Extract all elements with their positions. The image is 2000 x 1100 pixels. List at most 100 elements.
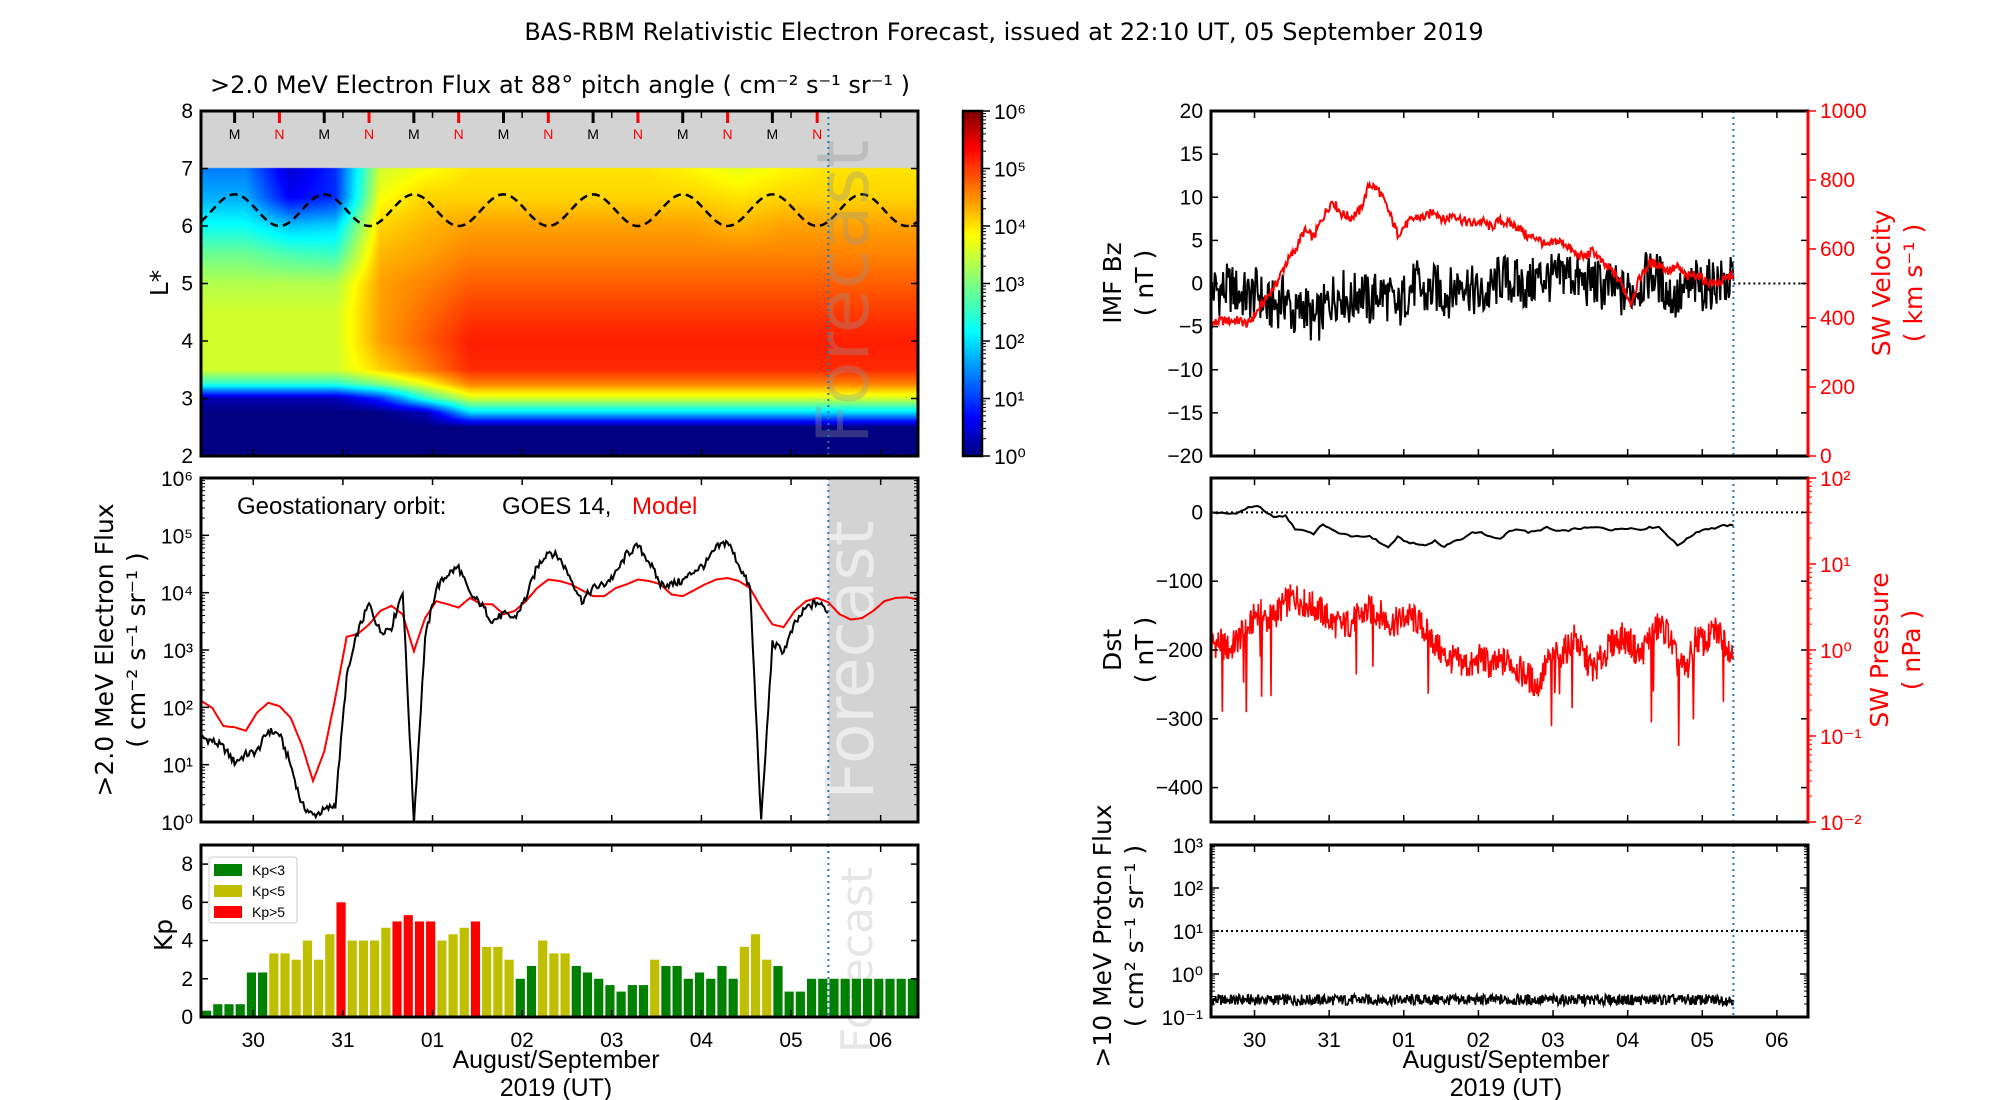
kp-bar	[896, 978, 906, 1017]
kp-bar	[224, 1004, 234, 1017]
kp-bar	[426, 921, 436, 1017]
colorbar	[961, 109, 984, 458]
kp-bar	[269, 953, 279, 1017]
heatmap-ytick-label: 3	[181, 388, 193, 411]
heatmap-ytick-label: 7	[181, 158, 193, 181]
sw-velocity-ylabel: SW Velocity	[1867, 209, 1896, 356]
left-xlabel-line2: 2019 (UT)	[500, 1074, 613, 1100]
proton-flux-ylabel: >10 MeV Proton Flux	[1088, 804, 1117, 1067]
proton-ytick-label: 10⁻¹	[1162, 1007, 1203, 1030]
colorbar-y2tick-label: 10¹	[994, 389, 1024, 412]
kp-bar	[459, 927, 469, 1017]
proton-ytick-label: 10²	[1173, 878, 1203, 901]
heatmap-ytick-label: 5	[181, 273, 193, 296]
kp-bar	[661, 965, 671, 1017]
electron-flux-ylabel: >2.0 MeV Electron Flux	[90, 503, 119, 796]
kp-bar	[482, 946, 492, 1017]
bz-ytick-label: 5	[1191, 229, 1203, 252]
kp-bar	[762, 959, 772, 1017]
colorbar-y2tick-label: 10²	[994, 331, 1024, 354]
kp-bar	[302, 940, 313, 1017]
kp-bar	[706, 978, 716, 1017]
bz-ytick-label: 0	[1191, 273, 1203, 296]
mlt-marker-label-M: M	[229, 126, 241, 142]
kp-bar	[504, 959, 514, 1017]
mlt-marker-label-M: M	[767, 126, 779, 142]
proton-xtick-label-01: 01	[1392, 1029, 1415, 1052]
kp-legend-swatch	[214, 864, 242, 876]
colorbar-y2tick-label: 10⁴	[994, 216, 1026, 239]
sw-velocity-line	[1211, 180, 1735, 329]
kp-bar	[538, 940, 548, 1017]
proton-ytick-label: 10⁰	[1171, 964, 1203, 987]
kp-bar	[627, 985, 637, 1017]
kp-bar	[235, 1004, 245, 1017]
kp-bar	[258, 972, 268, 1017]
imf-bz-ylabel: IMF Bz	[1098, 242, 1127, 324]
kp-bar	[874, 978, 884, 1017]
geo-frame	[199, 476, 920, 824]
colorbar-y2tick-label: 10⁵	[994, 159, 1026, 182]
kp-legend-swatch	[214, 906, 242, 918]
kp-bar	[773, 965, 783, 1017]
kp-bar	[818, 978, 828, 1017]
kp-bar	[616, 991, 626, 1017]
kp-xtick-label-04: 04	[690, 1029, 714, 1052]
kp-legend-label: Kp<5	[252, 883, 285, 899]
proton-xtick-label-05: 05	[1691, 1029, 1714, 1052]
kp-xtick-label-01: 01	[421, 1029, 444, 1052]
kp-bar	[717, 965, 727, 1017]
kp-xtick-label-03: 03	[600, 1029, 623, 1052]
dst-yunit: ( nT )	[1130, 617, 1159, 684]
sw-velocity-yunit: ( km s⁻¹ )	[1899, 224, 1928, 342]
kp-bar	[650, 959, 660, 1017]
dst-ytick-label: 0	[1191, 501, 1203, 524]
imf-bz-yunit: ( nT )	[1130, 250, 1159, 317]
proton-flux-yunit: ( cm² s⁻¹ sr⁻¹ )	[1120, 845, 1149, 1027]
velocity-y2tick-label: 0	[1820, 445, 1832, 468]
kp-bar	[795, 991, 805, 1017]
mlt-marker-label-N: N	[274, 126, 284, 142]
geo-ytick-label: 10⁶	[161, 468, 193, 491]
kp-bar	[672, 965, 682, 1017]
sw-pressure-line	[1211, 584, 1735, 746]
model-flux-line	[201, 576, 918, 784]
geo-annotation-model: Model	[632, 493, 697, 520]
kp-bar	[370, 940, 380, 1017]
proton-xtick-label-30: 30	[1243, 1029, 1266, 1052]
proton-xtick-label-03: 03	[1541, 1029, 1564, 1052]
pressure-y2tick-label: 10²	[1820, 468, 1850, 491]
heatmap-ylabel: L*	[145, 270, 174, 296]
dst-ytick-label: −100	[1156, 570, 1203, 593]
kp-xtick-label-31: 31	[331, 1029, 354, 1052]
proton-frame	[1209, 843, 1810, 1019]
kp-bar	[291, 959, 301, 1017]
kp-ytick-label: 2	[181, 968, 193, 991]
kp-bar	[392, 921, 402, 1017]
geo-ytick-label: 10⁵	[161, 525, 193, 548]
kp-bar	[347, 940, 357, 1017]
kp-bar	[470, 921, 481, 1017]
kp-bar	[605, 985, 615, 1017]
proton-xtick-label-06: 06	[1765, 1029, 1788, 1052]
figure-title: BAS-RBM Relativistic Electron Forecast, …	[524, 18, 1483, 46]
bz-ytick-label: −5	[1179, 316, 1203, 339]
kp-bar	[414, 921, 425, 1017]
kp-legend: Kp<3 Kp<5 Kp>5	[208, 856, 298, 924]
kp-bar	[806, 978, 817, 1017]
mlt-marker-label-M: M	[408, 126, 420, 142]
geo-ytick-label: 10²	[163, 697, 193, 720]
kp-bar	[526, 965, 537, 1017]
kp-bar	[571, 965, 581, 1017]
kp-legend-swatch	[214, 885, 242, 897]
dst-ytick-label: −400	[1156, 777, 1203, 800]
velocity-y2tick-label: 400	[1820, 307, 1855, 330]
pressure-y2tick-label: 10⁰	[1820, 640, 1852, 663]
kp-xtick-label-30: 30	[242, 1029, 265, 1052]
kp-bar	[750, 934, 761, 1017]
kp-bar	[246, 972, 257, 1017]
colorbar-y2tick-label: 10⁰	[994, 446, 1026, 469]
velocity-y2tick-label: 200	[1820, 376, 1855, 399]
kp-bar	[582, 972, 593, 1017]
